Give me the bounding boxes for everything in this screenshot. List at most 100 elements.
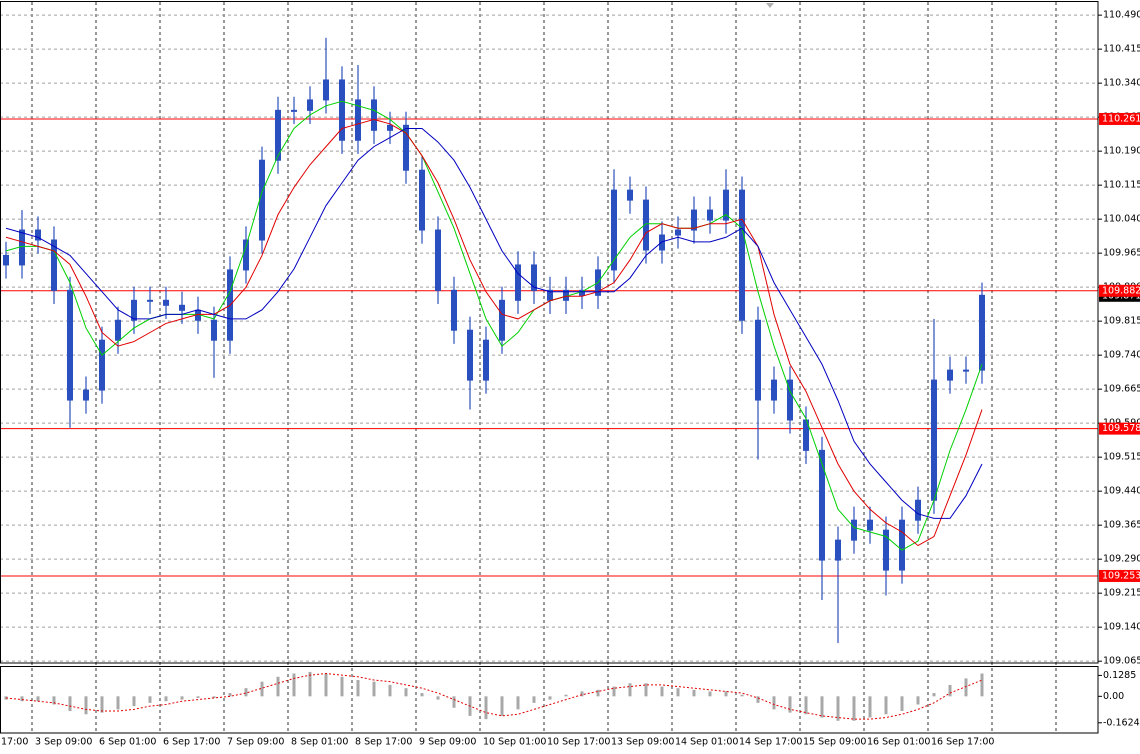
candle-body	[499, 299, 505, 341]
candle-body	[835, 539, 841, 561]
histogram-bar	[612, 686, 616, 697]
histogram-bar	[100, 696, 104, 713]
level-label: 109.882	[1102, 285, 1140, 296]
candle-body	[275, 109, 281, 161]
y-tick-label: -0.1624	[1103, 717, 1140, 728]
y-tick-label: 110.490	[1103, 10, 1140, 21]
candle-body	[963, 369, 969, 372]
candle-body	[387, 124, 393, 131]
candle-body	[3, 254, 9, 266]
y-tick-label: 110.415	[1103, 44, 1140, 55]
histogram-bar	[868, 696, 872, 718]
candle-body	[915, 499, 921, 521]
candle-body	[771, 379, 777, 401]
candle-body	[99, 339, 105, 391]
moving-average-line	[5, 118, 983, 547]
candle-body	[259, 159, 265, 241]
candle-body	[531, 264, 537, 291]
x-tick-label: 7 Sep 09:00	[227, 737, 284, 748]
x-tick-label: 16 Sep 01:00	[867, 737, 930, 748]
y-tick-label: 110.040	[1103, 214, 1140, 225]
histogram-bar	[484, 696, 488, 720]
histogram-bar	[516, 696, 520, 710]
histogram-bar	[692, 689, 696, 697]
candle-body	[419, 169, 425, 231]
candle-body	[883, 529, 889, 571]
histogram-bar	[964, 678, 968, 697]
histogram-bar	[500, 696, 504, 716]
x-tick-label: 14 Sep 01:00	[675, 737, 738, 748]
candle-body	[739, 189, 745, 321]
x-tick-label: 8 Sep 01:00	[291, 737, 348, 748]
level-box	[1099, 284, 1140, 297]
candle-body	[307, 99, 313, 111]
histogram-bar	[932, 693, 936, 697]
histogram-bar	[36, 696, 40, 702]
histogram-bar	[276, 676, 280, 697]
candle-body	[115, 319, 121, 341]
histogram-bar	[148, 696, 152, 703]
level-box	[1099, 569, 1140, 582]
candle-body	[819, 449, 825, 561]
x-tick-label: 6 Sep 01:00	[99, 737, 156, 748]
candle-body	[787, 379, 793, 421]
histogram-bar	[68, 696, 72, 711]
histogram-bar	[116, 696, 120, 710]
histogram-bar	[356, 680, 360, 697]
histogram-bar	[404, 688, 408, 697]
candle-body	[483, 339, 489, 381]
candle-body	[867, 519, 873, 531]
histogram-bar	[644, 683, 648, 697]
candle-body	[147, 299, 153, 302]
level-box	[1099, 112, 1140, 125]
y-tick-label: 109.965	[1103, 248, 1140, 259]
histogram-bar	[452, 696, 456, 708]
histogram-bar	[772, 696, 776, 710]
histogram-bar	[132, 696, 136, 707]
candle-body	[643, 199, 649, 251]
histogram-bar	[900, 696, 904, 711]
candle-body	[467, 329, 473, 381]
y-tick-label: 109.065	[1103, 656, 1140, 667]
y-tick-label: 109.215	[1103, 588, 1140, 599]
candle-body	[723, 189, 729, 221]
y-tick-label: 109.365	[1103, 520, 1140, 531]
y-tick-label: 0.00	[1103, 691, 1124, 702]
histogram-bar	[164, 696, 168, 702]
histogram-bar	[724, 691, 728, 697]
histogram-bar	[852, 696, 856, 721]
candle-body	[163, 299, 169, 306]
histogram-bar	[708, 691, 712, 697]
candle-body	[947, 369, 953, 381]
candle-body	[707, 209, 713, 221]
y-tick-label: 109.815	[1103, 316, 1140, 327]
histogram-bar	[548, 696, 552, 700]
candle-body	[211, 319, 217, 341]
candle-body	[851, 519, 857, 541]
x-tick-label: 9 Sep 09:00	[419, 737, 476, 748]
histogram-bar	[564, 694, 568, 697]
candle-body	[323, 79, 329, 101]
candle-body	[403, 124, 409, 171]
histogram-bar	[820, 696, 824, 718]
x-tick-label: 13 Sep 09:00	[611, 737, 674, 748]
candle-body	[179, 304, 185, 311]
candle-body	[435, 229, 441, 291]
histogram-bar	[20, 696, 24, 702]
y-tick-label: 109.740	[1103, 350, 1140, 361]
histogram-bar	[196, 696, 200, 698]
histogram-bar	[52, 696, 56, 705]
y-tick-label: 109.140	[1103, 622, 1140, 633]
shift-marker	[766, 3, 774, 8]
histogram-bar	[916, 696, 920, 705]
candle-body	[19, 229, 25, 266]
candle-body	[355, 99, 361, 141]
histogram-bar	[420, 693, 424, 697]
candle-body	[627, 189, 633, 201]
histogram-bar	[228, 693, 232, 697]
candle-body	[675, 229, 681, 236]
candle-body	[691, 209, 697, 231]
histogram-bar	[884, 696, 888, 715]
